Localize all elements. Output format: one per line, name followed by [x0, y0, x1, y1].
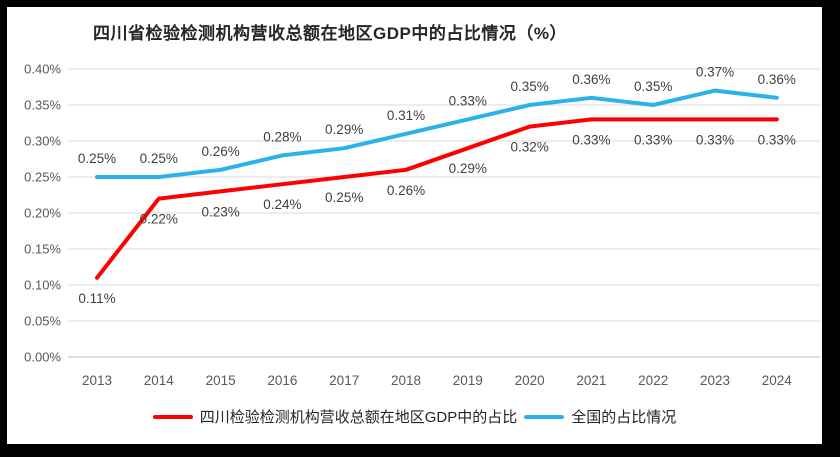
- x-tick-label: 2024: [762, 373, 793, 388]
- x-tick-label: 2021: [576, 373, 606, 388]
- x-tick-label: 2016: [267, 373, 297, 388]
- legend: 四川检验检测机构营收总额在地区GDP中的占比 全国的占比情况: [7, 406, 822, 427]
- data-label-series-0: 0.23%: [201, 204, 239, 219]
- x-tick-label: 2018: [391, 373, 421, 388]
- data-label-series-1: 0.37%: [696, 65, 734, 80]
- data-label-series-1: 0.25%: [78, 151, 116, 166]
- chart-canvas: 四川省检验检测机构营收总额在地区GDP中的占比情况（%） 0.00% 0.05% 0…: [7, 7, 822, 444]
- data-label-series-1: 0.36%: [572, 72, 610, 87]
- data-label-series-0: 0.24%: [263, 197, 301, 212]
- legend-marker-sichuan-line: [152, 414, 193, 419]
- plot-area: 0.00% 0.05% 0.10% 0.15% 0.20% 0.25% 0.30% 0.35%…: [24, 62, 820, 388]
- legend-label-national: 全国的占比情况: [571, 409, 677, 426]
- data-label-series-0: 0.29%: [449, 161, 487, 176]
- data-label-series-1: 0.35%: [510, 79, 548, 94]
- data-label-series-0: 0.26%: [387, 183, 425, 198]
- chart-title: 四川省检验检测机构营收总额在地区GDP中的占比情况（%）: [93, 24, 567, 43]
- x-tick-label: 2014: [144, 373, 175, 388]
- x-tick-label: 2017: [329, 373, 359, 388]
- y-tick-label: 0.00%: [24, 350, 61, 365]
- data-label-series-0: 0.33%: [634, 132, 672, 147]
- series-line-1: [95, 88, 779, 179]
- x-tick-label: 2015: [206, 373, 236, 388]
- data-label-series-0: 0.32%: [510, 140, 548, 155]
- data-label-series-0: 0.11%: [78, 291, 115, 306]
- y-tick-label: 0.20%: [24, 206, 61, 221]
- y-tick-label: 0.30%: [24, 134, 61, 149]
- y-tick-label: 0.10%: [24, 278, 61, 293]
- data-label-series-1: 0.25%: [140, 151, 178, 166]
- series-line-0: [95, 117, 779, 280]
- y-tick-label: 0.35%: [24, 98, 61, 113]
- y-tick-label: 0.40%: [24, 62, 61, 77]
- data-label-series-1: 0.36%: [758, 72, 796, 87]
- y-tick-label: 0.25%: [24, 170, 61, 185]
- y-tick-label: 0.05%: [24, 314, 61, 329]
- x-tick-label: 2022: [638, 373, 668, 388]
- data-label-series-0: 0.22%: [140, 212, 178, 227]
- data-label-series-1: 0.33%: [449, 93, 487, 108]
- x-tick-label: 2020: [515, 373, 545, 388]
- legend-marker-national-line: [524, 414, 565, 419]
- data-label-series-1: 0.35%: [634, 79, 672, 94]
- data-label-series-1: 0.29%: [325, 122, 363, 137]
- x-tick-label: 2023: [700, 373, 730, 388]
- data-label-series-0: 0.25%: [325, 190, 363, 205]
- y-tick-label: 0.15%: [24, 242, 61, 257]
- data-label-series-0: 0.33%: [572, 132, 610, 147]
- data-label-series-1: 0.26%: [201, 144, 239, 159]
- legend-label-sichuan: 四川检验检测机构营收总额在地区GDP中的占比: [199, 409, 518, 426]
- x-tick-label: 2013: [82, 373, 112, 388]
- data-label-series-0: 0.33%: [696, 132, 734, 147]
- data-label-series-1: 0.31%: [387, 108, 425, 123]
- x-tick-label: 2019: [453, 373, 483, 388]
- data-label-series-1: 0.28%: [263, 129, 301, 144]
- data-label-series-0: 0.33%: [758, 132, 796, 147]
